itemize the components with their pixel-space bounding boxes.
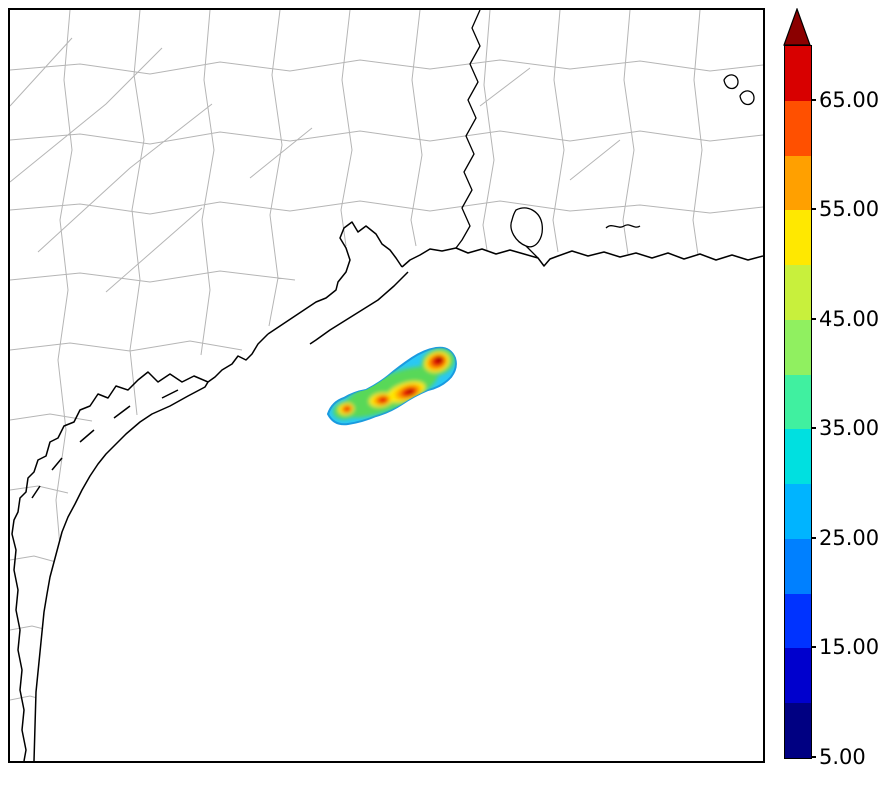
plume-heatmap — [326, 346, 457, 426]
colorbar-segment — [785, 46, 811, 101]
colorbar-segment — [785, 648, 811, 704]
colorbar-tick-mark — [811, 317, 816, 320]
colorbar-segment — [785, 374, 811, 430]
river-and-lakes — [455, 10, 755, 259]
colorbar-tick-label: 45.00 — [819, 306, 880, 331]
colorbar-segment — [785, 429, 811, 485]
colorbar-tick-mark — [811, 427, 816, 430]
coastline — [11, 221, 763, 761]
colorbar-tick-label: 35.00 — [819, 416, 880, 441]
colorbar-tick-mark — [811, 98, 816, 101]
colorbar — [784, 45, 812, 759]
plume-level-62 — [343, 406, 351, 412]
county-borders — [10, 10, 763, 761]
colorbar-tick-label: 25.00 — [819, 525, 880, 550]
colorbar-tick-mark — [811, 646, 816, 649]
colorbar-segment — [785, 593, 811, 649]
colorbar-segment — [785, 155, 811, 211]
plume-level-68 — [406, 389, 414, 395]
colorbar-tick-labels: 5.00 15.00 25.00 35.00 45.00 55.00 65.00 — [819, 45, 893, 769]
colorbar-tick-mark — [811, 756, 816, 758]
map-panel — [8, 8, 765, 763]
plume-level-68 — [435, 356, 443, 364]
colorbar-over-arrow — [783, 8, 811, 46]
map-svg — [10, 10, 763, 761]
colorbar-tick-label: 65.00 — [819, 87, 880, 112]
colorbar-segment — [785, 100, 811, 156]
colorbar-segment — [785, 210, 811, 266]
colorbar-segment — [785, 319, 811, 375]
colorbar-tick-label: 5.00 — [819, 745, 866, 769]
colorbar-segment — [785, 265, 811, 320]
colorbar-tick-mark — [811, 208, 816, 211]
colorbar-segment — [785, 703, 811, 758]
colorbar-tick-label: 55.00 — [819, 197, 880, 222]
colorbar-tick-label: 15.00 — [819, 635, 880, 660]
plume-level-62 — [378, 396, 388, 404]
colorbar-ticks — [811, 45, 817, 758]
colorbar-segment — [785, 484, 811, 539]
colorbar-tick-mark — [811, 536, 816, 539]
colorbar-segment — [785, 538, 811, 594]
